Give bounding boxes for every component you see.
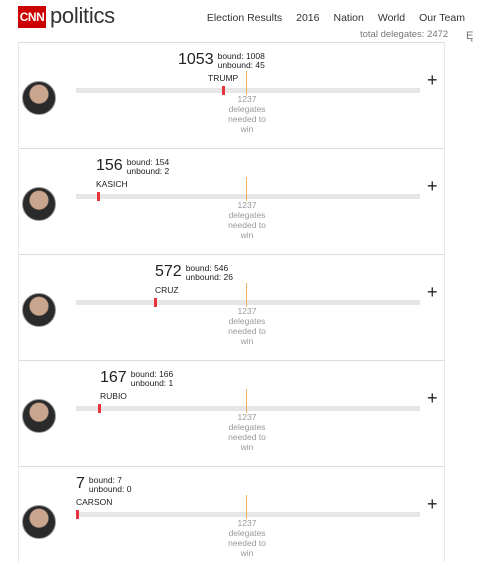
delegate-count: 156: [96, 157, 123, 174]
unbound-count: unbound: 0: [88, 484, 132, 494]
candidate-photo: [22, 505, 56, 539]
unbound-count: unbound: 26: [185, 272, 233, 282]
plus-icon[interactable]: +: [427, 176, 438, 196]
threshold-text: delegates: [228, 210, 266, 220]
delegate-track: [76, 86, 420, 95]
site-header: CNN politics Election Results 2016 Natio…: [0, 0, 479, 42]
threshold-line: [246, 71, 247, 95]
delegate-marker: [222, 86, 225, 95]
threshold-line: [246, 495, 247, 519]
candidate-photo: [22, 293, 56, 327]
delegate-track: [76, 192, 420, 201]
threshold-text: win: [240, 336, 254, 346]
nav-nation[interactable]: Nation: [333, 12, 364, 24]
threshold-text: needed to: [228, 326, 266, 336]
plus-icon[interactable]: +: [427, 494, 438, 514]
delegate-count: 7: [76, 475, 85, 492]
candidate-name: RUBIO: [100, 391, 127, 401]
threshold-label: 1237 delegates needed to win: [219, 94, 275, 134]
threshold-text: needed to: [228, 114, 266, 124]
threshold-text: needed to: [228, 538, 266, 548]
candidate-photo: [22, 187, 56, 221]
candidate-row: 572 bound: 546 unbound: 26 CRUZ 1237 del…: [19, 254, 444, 361]
bound-count: bound: 546: [185, 263, 229, 273]
delegate-info: 156 bound: 154 unbound: 2: [96, 158, 169, 176]
threshold-line: [246, 283, 247, 307]
unbound-count: unbound: 1: [130, 378, 174, 388]
nav-election-results[interactable]: Election Results: [206, 12, 283, 24]
threshold-number: 1237: [237, 518, 257, 528]
threshold-text: delegates: [228, 528, 266, 538]
threshold-label: 1237 delegates needed to win: [219, 306, 275, 346]
delegate-track: [76, 298, 420, 307]
cnn-logo[interactable]: CNN: [18, 6, 46, 28]
plus-icon[interactable]: +: [427, 282, 438, 302]
main-nav: Election Results 2016 Nation World Our T…: [193, 12, 465, 24]
section-title[interactable]: politics: [50, 3, 115, 28]
delegate-marker: [98, 404, 101, 413]
delegate-count: 1053: [178, 51, 214, 68]
candidate-photo: [22, 399, 56, 433]
total-delegates: total delegates: 2472: [360, 29, 449, 40]
bound-count: bound: 154: [126, 157, 170, 167]
candidate-row: 167 bound: 166 unbound: 1 RUBIO 1237 del…: [19, 360, 444, 467]
candidate-name: KASICH: [96, 179, 128, 189]
candidate-row: 156 bound: 154 unbound: 2 KASICH 1237 de…: [19, 148, 444, 255]
delegate-info: 572 bound: 546 unbound: 26: [155, 264, 233, 282]
threshold-text: win: [240, 124, 254, 134]
delegate-track: [76, 510, 420, 519]
threshold-number: 1237: [237, 306, 257, 316]
delegate-count: 167: [100, 369, 127, 386]
plus-icon[interactable]: +: [427, 388, 438, 408]
threshold-text: needed to: [228, 220, 266, 230]
threshold-text: delegates: [228, 316, 266, 326]
delegate-count: 572: [155, 263, 182, 280]
threshold-text: win: [240, 548, 254, 558]
delegate-track: [76, 404, 420, 413]
nav-2016[interactable]: 2016: [296, 12, 320, 24]
candidate-list: 1053 bound: 1008 unbound: 45 TRUMP 1237 …: [18, 42, 445, 562]
threshold-number: 1237: [237, 200, 257, 210]
candidate-photo: [22, 81, 56, 115]
threshold-line: [246, 177, 247, 201]
delegate-info: 7 bound: 7 unbound: 0: [76, 476, 131, 494]
delegate-marker: [154, 298, 157, 307]
delegate-info: 1053 bound: 1008 unbound: 45: [178, 52, 265, 70]
threshold-text: needed to: [228, 432, 266, 442]
nav-world[interactable]: World: [377, 12, 406, 24]
candidate-row: 1053 bound: 1008 unbound: 45 TRUMP 1237 …: [19, 42, 444, 149]
delegate-info: 167 bound: 166 unbound: 1: [100, 370, 173, 388]
threshold-text: delegates: [228, 104, 266, 114]
threshold-number: 1237: [237, 412, 257, 422]
delegate-marker: [97, 192, 100, 201]
threshold-number: 1237: [237, 94, 257, 104]
bound-count: bound: 1008: [217, 51, 265, 61]
threshold-text: win: [240, 230, 254, 240]
plus-icon[interactable]: +: [427, 70, 438, 90]
nav-our-team[interactable]: Our Team: [419, 12, 465, 24]
threshold-text: win: [240, 442, 254, 452]
candidate-name: TRUMP: [208, 73, 239, 83]
edge-glyph: Ę: [466, 30, 474, 42]
unbound-count: unbound: 2: [126, 166, 170, 176]
candidate-name: CARSON: [76, 497, 113, 507]
unbound-count: unbound: 45: [217, 60, 265, 70]
delegate-marker: [76, 510, 79, 519]
threshold-label: 1237 delegates needed to win: [219, 518, 275, 558]
threshold-line: [246, 389, 247, 413]
bound-count: bound: 166: [130, 369, 174, 379]
candidate-name: CRUZ: [155, 285, 179, 295]
candidate-row: 7 bound: 7 unbound: 0 CARSON 1237 delega…: [19, 466, 444, 573]
threshold-label: 1237 delegates needed to win: [219, 412, 275, 452]
threshold-text: delegates: [228, 422, 266, 432]
bound-count: bound: 7: [88, 475, 122, 485]
threshold-label: 1237 delegates needed to win: [219, 200, 275, 240]
